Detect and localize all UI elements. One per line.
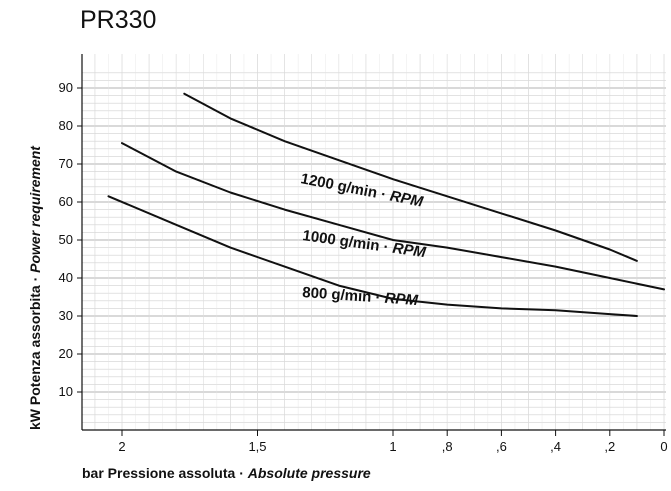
x-axis-label: bar Pressione assoluta · Absolute pressu… — [82, 465, 371, 481]
x-tick-label: 1,5 — [248, 439, 266, 454]
x-tick-label: 1 — [389, 439, 396, 454]
y-tick-label: 90 — [59, 80, 73, 95]
series-label-separator: · — [379, 186, 391, 204]
x-tick-label: ,2 — [604, 439, 615, 454]
series-line — [107, 195, 638, 317]
y-tick-label: 60 — [59, 194, 73, 209]
x-tick-label: 2 — [118, 439, 125, 454]
series-label-separator: · — [382, 238, 393, 256]
series-line — [183, 92, 638, 262]
series-label-english: RPM — [388, 188, 424, 211]
series-label-main: 800 g/min — [302, 284, 376, 306]
x-tick-label: ,6 — [496, 439, 507, 454]
y-tick-label: 20 — [59, 346, 73, 361]
x-axis-label-english: Absolute pressure — [247, 465, 371, 481]
x-axis-label-main: bar Pressione assoluta — [82, 465, 236, 481]
x-tick-label: ,4 — [550, 439, 561, 454]
series-label: 1200 g/min · RPM — [299, 170, 425, 210]
y-tick-label: 40 — [59, 270, 73, 285]
series-label-english: RPM — [391, 240, 427, 262]
series-label: 800 g/min · RPM — [302, 284, 419, 309]
series-label-english: RPM — [384, 290, 419, 309]
axes — [81, 54, 666, 431]
x-tick-label: 0 — [660, 439, 667, 454]
y-tick-label: 70 — [59, 156, 73, 171]
x-axis-label-separator: · — [239, 465, 244, 481]
grid — [82, 54, 666, 431]
chart-title: PR330 — [80, 6, 157, 34]
y-tick-label: 50 — [59, 232, 73, 247]
series-label-separator: · — [375, 289, 385, 307]
y-tick-label: 80 — [59, 118, 73, 133]
x-tick-label: ,8 — [442, 439, 453, 454]
series-label-main: 1000 g/min — [301, 227, 384, 255]
y-tick-label: 30 — [59, 308, 73, 323]
y-tick-label: 10 — [59, 384, 73, 399]
series-line — [121, 142, 665, 291]
